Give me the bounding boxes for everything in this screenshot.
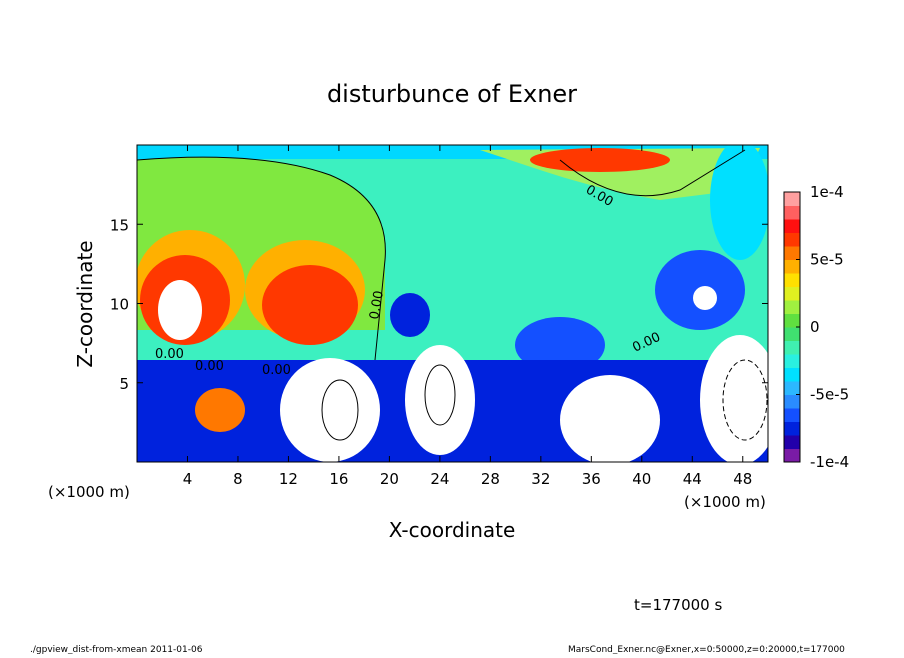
colorbar-tick-label: -1e-4 [810, 453, 849, 471]
footer: MarsCond_Exner.nc@Exner,x=0:50000,z=0:20… [568, 645, 845, 654]
colorbar-band [784, 408, 800, 422]
colorbar-tick-label: 1e-4 [810, 183, 844, 201]
y-tick-label: 5 [119, 375, 129, 393]
colorbar-band [784, 273, 800, 287]
colorbar-band [784, 300, 800, 314]
x-axis-label: X-coordinate [389, 518, 516, 542]
time-label: t=177000 s [634, 596, 722, 614]
colorbar-band [784, 286, 800, 301]
x-tick-label: 48 [733, 470, 752, 488]
colorbar-band [784, 421, 800, 436]
x-tick-label: 36 [582, 470, 601, 488]
x-unit: (×1000 m) [684, 493, 766, 511]
y-tick-label: 10 [110, 296, 129, 314]
colorbar-band [784, 205, 800, 220]
chart-title: disturbunce of Exner [327, 80, 577, 108]
colorbar-band [784, 448, 800, 463]
x-tick-label: 8 [233, 470, 243, 488]
x-tick-label: 32 [531, 470, 550, 488]
colorbar-band [784, 367, 800, 382]
colorbar-band [784, 340, 800, 355]
x-tick-label: 20 [380, 470, 399, 488]
footer: ./gpview_dist-from-xmean 2011-01-06 [30, 645, 203, 654]
x-tick-label: 28 [481, 470, 500, 488]
colorbar-band [784, 354, 800, 368]
colorbar-band [784, 192, 800, 206]
contour-label: 0.00 [195, 359, 224, 374]
colorbar-band [784, 219, 800, 233]
contour-label: 0.00 [367, 290, 387, 321]
x-tick-label: 4 [183, 470, 193, 488]
colorbar-band [784, 327, 800, 341]
x-tick-label: 44 [683, 470, 702, 488]
colorbar-tick-label: -5e-5 [810, 386, 849, 404]
y-tick-label: 15 [110, 216, 129, 234]
y-axis-label: Z-coordinate [73, 240, 97, 367]
x-unit: (×1000 m) [48, 483, 130, 501]
contour-label: 0.00 [155, 347, 184, 362]
colorbar-band [784, 313, 800, 328]
colorbar-tick-label: 0 [810, 318, 820, 336]
colorbar-band [784, 435, 800, 449]
colorbar-band [784, 246, 800, 260]
x-tick-label: 16 [329, 470, 348, 488]
colorbar-tick-label: 5e-5 [810, 251, 844, 269]
contour-label: 0.00 [262, 363, 291, 378]
colorbar-band [784, 232, 800, 247]
x-tick-label: 40 [632, 470, 651, 488]
x-tick-label: 12 [279, 470, 298, 488]
contour-field [137, 145, 768, 462]
x-tick-label: 24 [430, 470, 449, 488]
colorbar-band [784, 381, 800, 395]
colorbar-band [784, 394, 800, 409]
colorbar-band [784, 259, 800, 274]
